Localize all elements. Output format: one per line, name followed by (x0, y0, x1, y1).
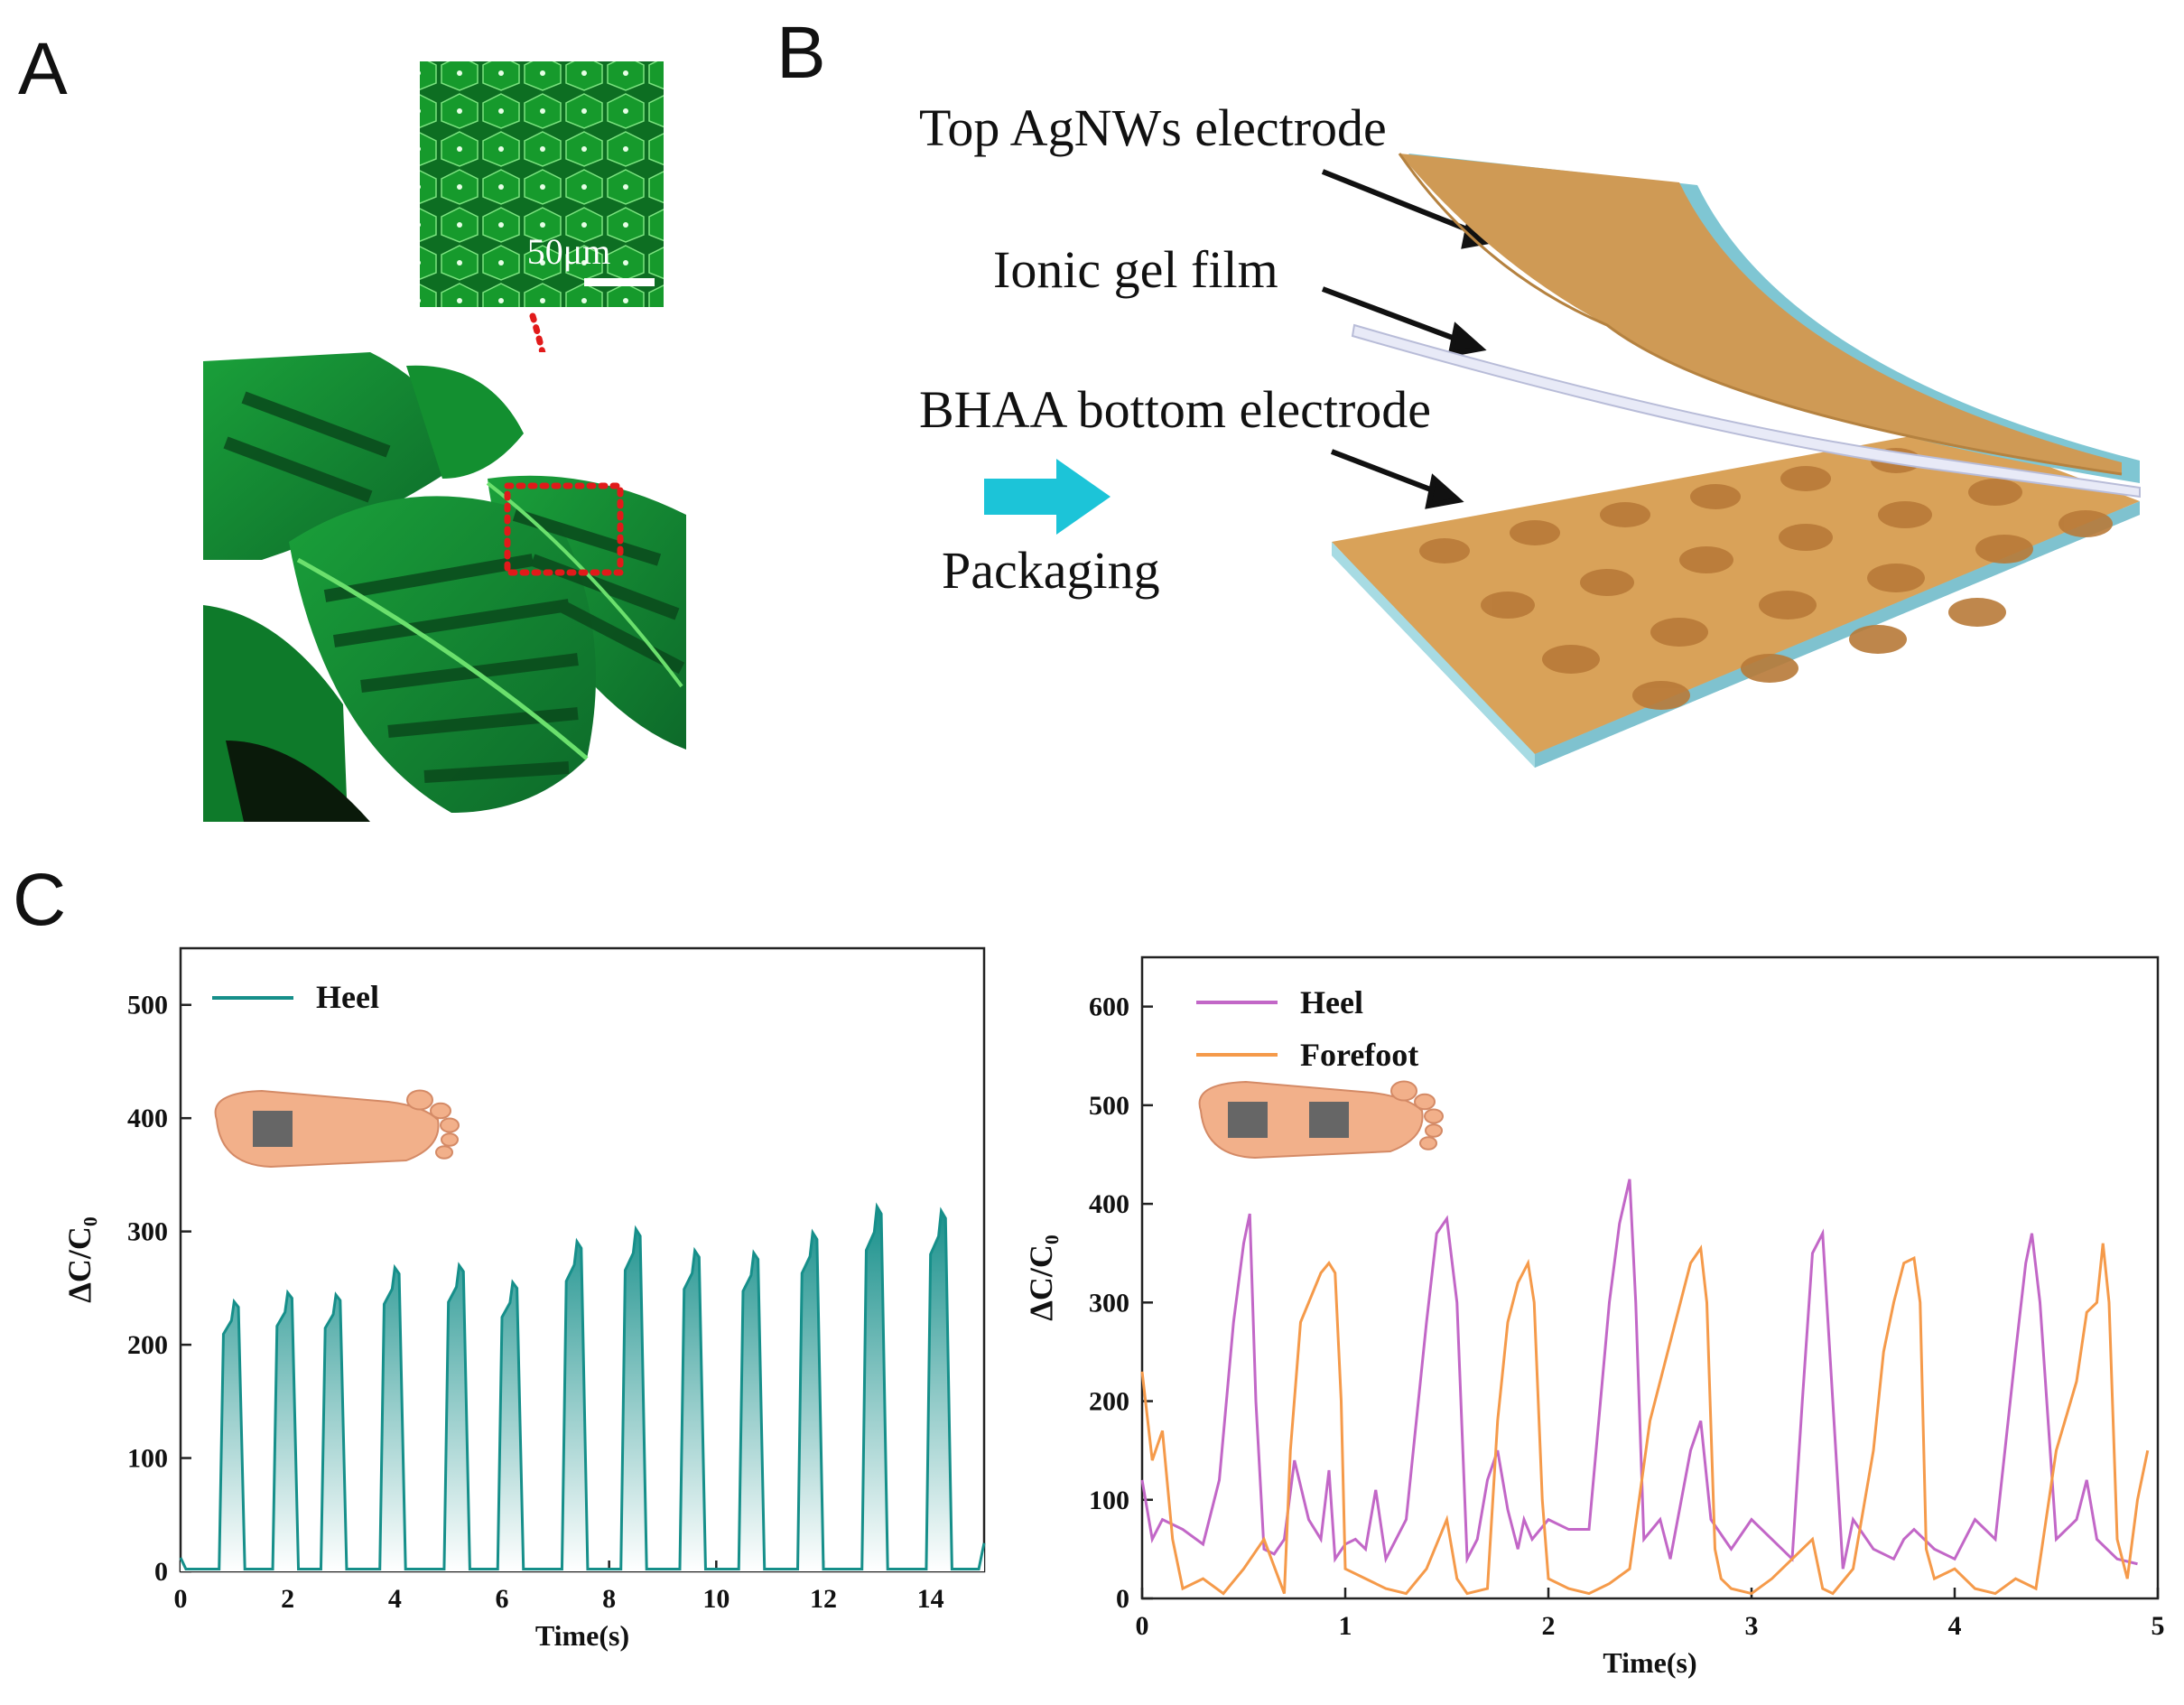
y-tick-label: 300 (127, 1217, 168, 1247)
x-tick-label: 3 (1745, 1611, 1759, 1641)
x-tick-label: 6 (496, 1584, 509, 1614)
sensor-square (1228, 1102, 1268, 1138)
legend-label-heel: Heel (316, 979, 379, 1015)
chart-heel-forefoot: 0 1 2 3 4 5 0 100 200 300 400 500 600 Time(s) ΔC/C₀ Hee… (1029, 955, 2165, 1679)
legend-label-forefoot: Forefoot (1300, 1037, 1418, 1073)
y-tick-label: 0 (1116, 1584, 1129, 1614)
y-tick-label: 200 (127, 1330, 168, 1360)
label-packaging: Packaging (942, 541, 1160, 600)
packaging-arrow (984, 459, 1111, 535)
micrograph-inset: 50μm (420, 61, 664, 307)
y-tick-label: 100 (127, 1444, 168, 1474)
panel-b-schematic (984, 153, 2141, 768)
x-tick-label: 10 (702, 1584, 730, 1614)
x-axis-label: Time(s) (1603, 1646, 1696, 1679)
x-tick-label: 12 (810, 1584, 837, 1614)
x-tick-label: 14 (917, 1584, 944, 1614)
x-tick-label: 8 (602, 1584, 616, 1614)
toe (441, 1132, 459, 1147)
y-axis-label: ΔC/C₀ (1029, 1234, 1059, 1320)
sensor-square (253, 1111, 293, 1147)
forefoot-series-line (1140, 1243, 2150, 1596)
scale-bar (584, 278, 655, 286)
y-tick-label: 200 (1089, 1387, 1129, 1417)
toe (1390, 1080, 1417, 1102)
panel-a-letter: A (18, 28, 68, 110)
x-tick-label: 5 (2151, 1611, 2165, 1641)
x-tick-label: 4 (388, 1584, 402, 1614)
y-tick-label: 300 (1089, 1288, 1129, 1318)
x-tick-label: 1 (1339, 1611, 1352, 1641)
scale-bar-label: 50μm (527, 231, 611, 272)
chart-heel: 0 2 4 6 8 10 12 14 0 100 200 300 400 500 Time(s) ΔC/C₀ H… (61, 946, 986, 1652)
x-tick-label: 0 (174, 1584, 188, 1614)
toe (440, 1117, 460, 1133)
toe (1424, 1108, 1444, 1124)
label-top-electrode: Top AgNWs electrode (919, 98, 1387, 157)
toe (430, 1102, 451, 1120)
panel-b-letter: B (776, 12, 826, 94)
y-tick-label: 400 (127, 1104, 168, 1133)
panel-a-illustration: 50μm (203, 61, 686, 822)
label-ionic-gel: Ionic gel film (993, 240, 1278, 299)
y-tick-label: 400 (1089, 1189, 1129, 1219)
plot-frame (1140, 955, 2160, 1600)
toe (406, 1089, 433, 1111)
y-axis-label: ΔC/C₀ (61, 1216, 98, 1302)
foot-icon-heel-forefoot (1198, 1080, 1444, 1160)
ionic-gel-film (1351, 323, 2141, 498)
toe (1419, 1136, 1437, 1151)
y-tick-label: 0 (154, 1557, 168, 1587)
y-tick-label: 100 (1089, 1486, 1129, 1515)
legend-label-heel: Heel (1300, 984, 1363, 1020)
heel-series-line (1140, 1179, 2138, 1570)
panel-c-letter: C (13, 859, 67, 941)
toe (1425, 1123, 1443, 1138)
leaf-photo (203, 352, 686, 822)
foot-icon-heel (214, 1089, 460, 1169)
x-tick-label: 2 (1542, 1611, 1556, 1641)
heel-series-line (179, 1202, 986, 1570)
x-tick-label: 2 (281, 1584, 294, 1614)
zoom-box (504, 482, 624, 576)
x-axis-label: Time(s) (535, 1619, 629, 1652)
sensor-square (1309, 1102, 1349, 1138)
toe (435, 1145, 453, 1160)
y-tick-label: 500 (1089, 1091, 1129, 1121)
y-tick-label: 500 (127, 991, 168, 1020)
x-tick-label: 4 (1948, 1611, 1962, 1641)
label-bottom-electrode: BHAA bottom electrode (919, 380, 1432, 439)
y-tick-label: 600 (1089, 992, 1129, 1022)
bhaa-microstructures (1419, 448, 2113, 710)
toe (1414, 1093, 1436, 1111)
x-tick-label: 0 (1136, 1611, 1149, 1641)
